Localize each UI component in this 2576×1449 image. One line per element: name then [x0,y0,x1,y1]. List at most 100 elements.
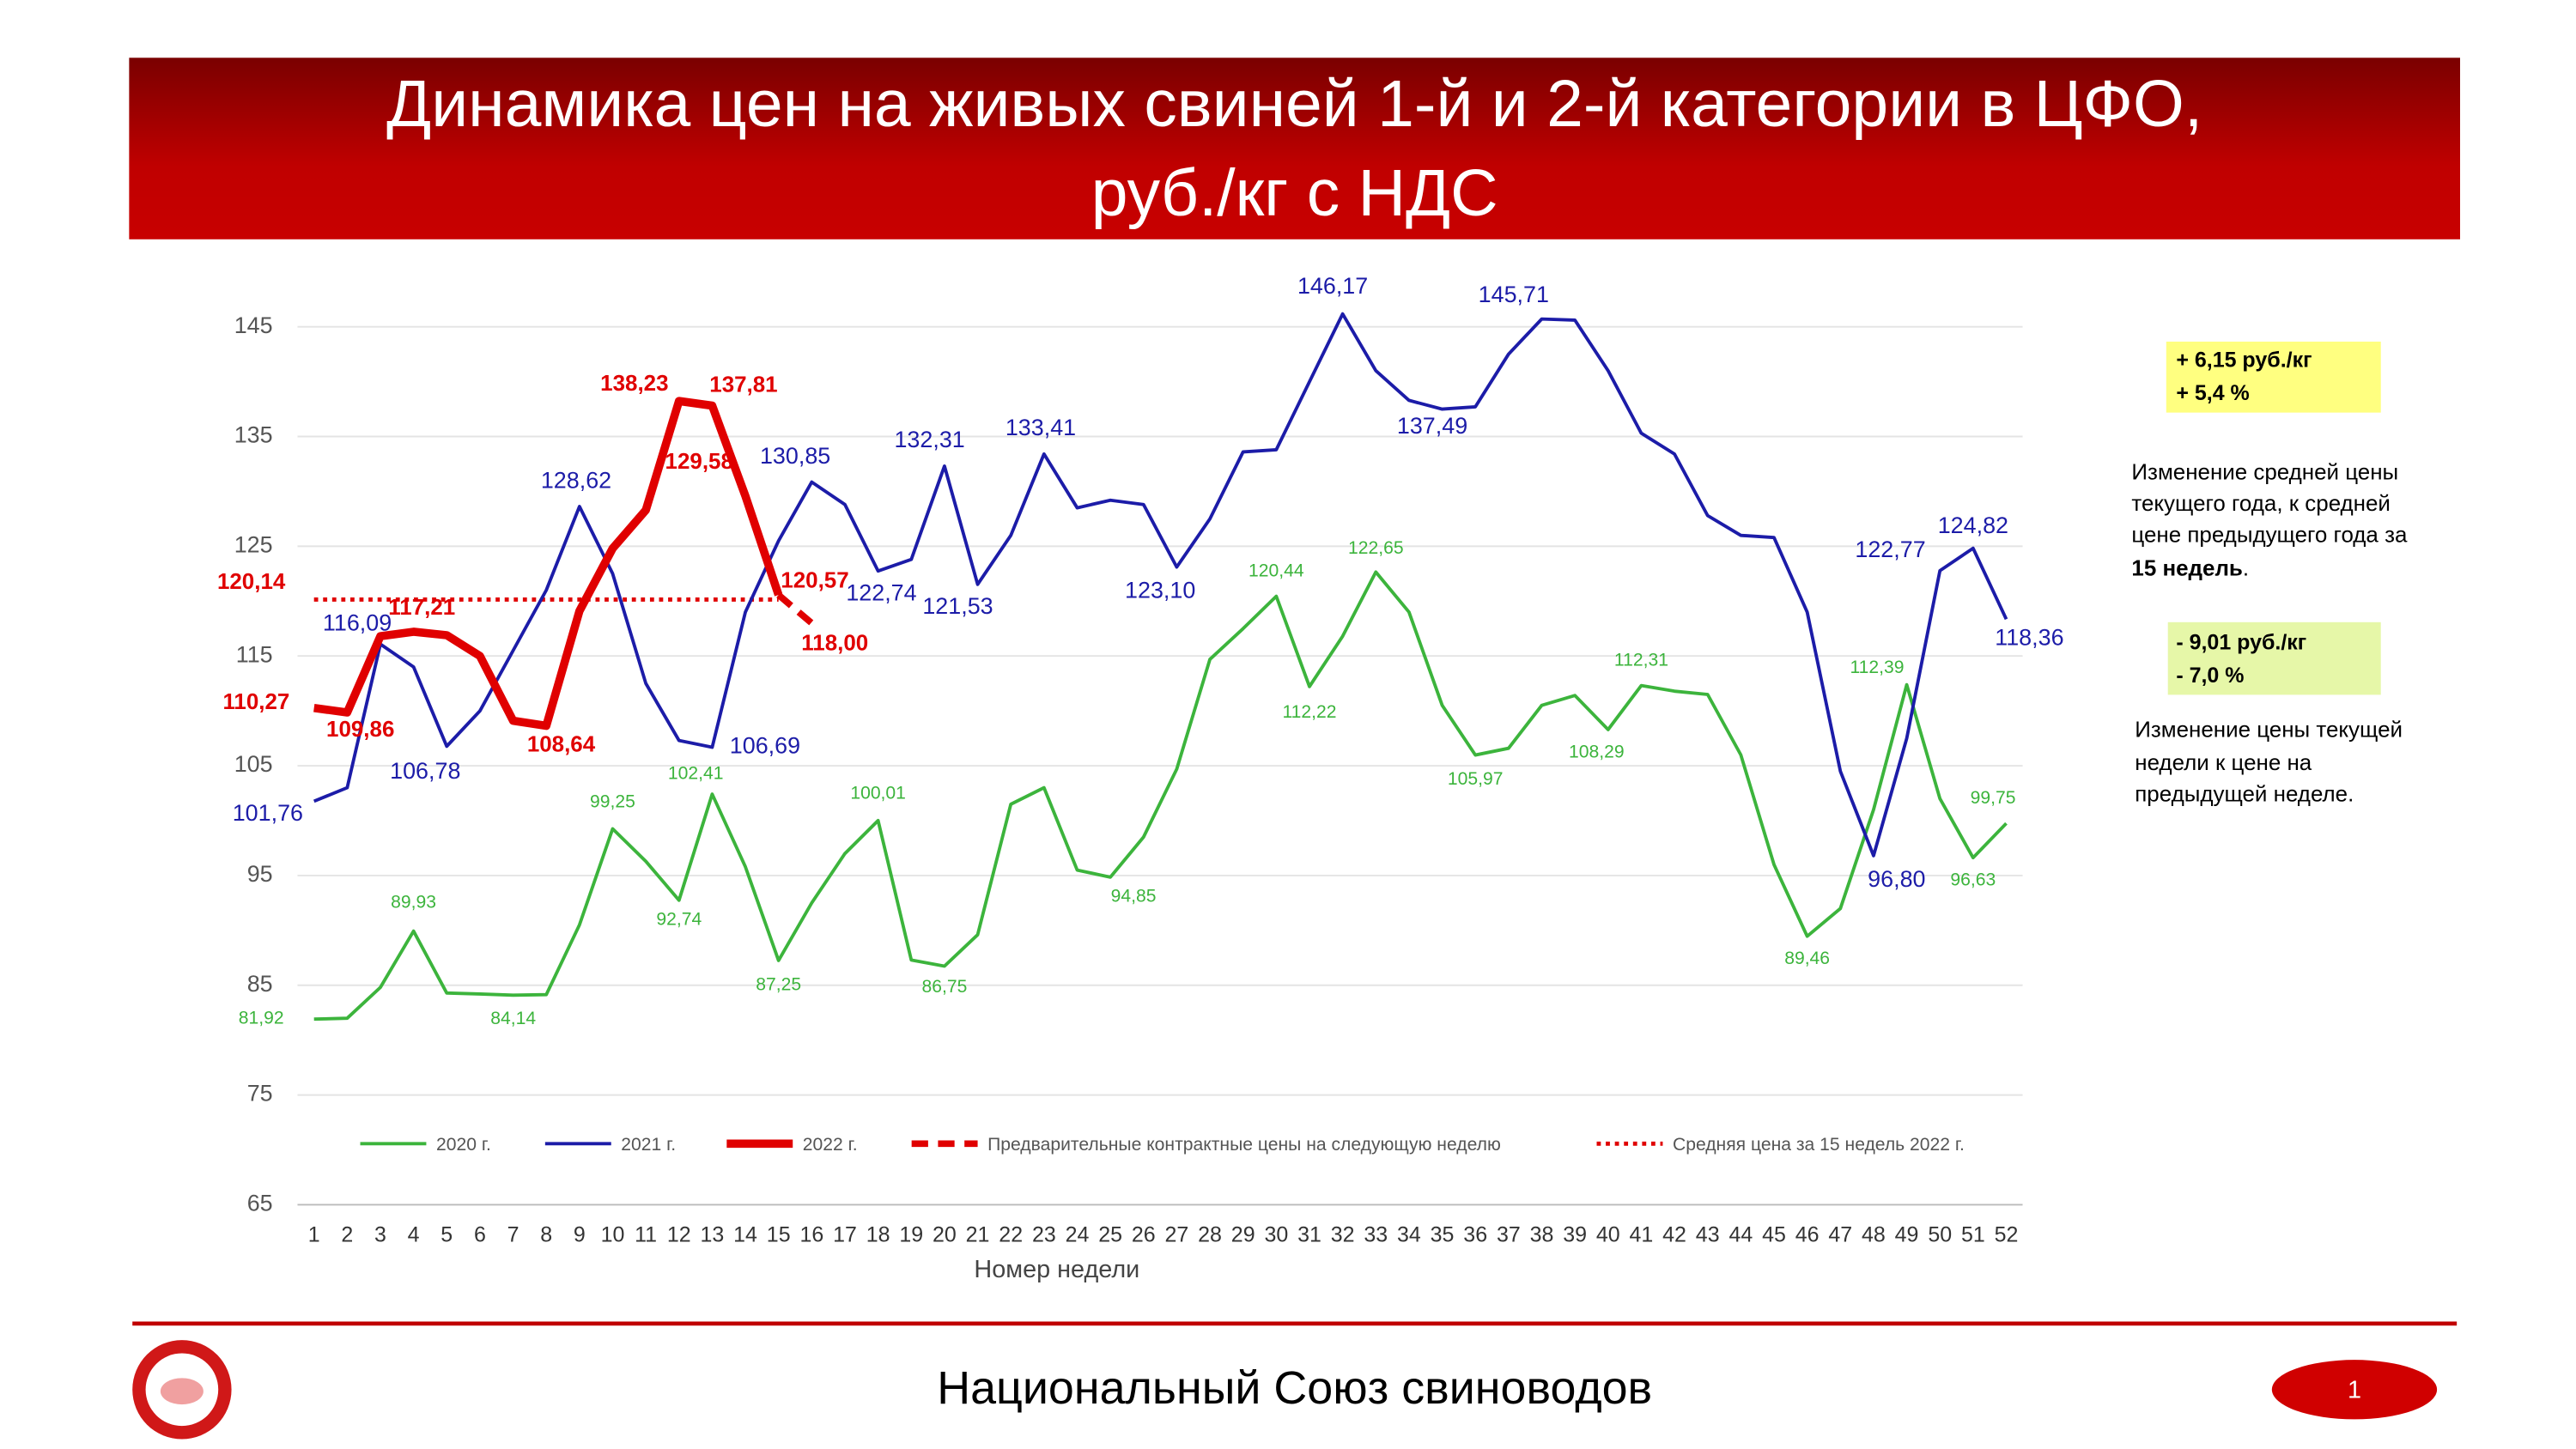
x-tick-label: 37 [1497,1223,1521,1247]
data-label: 116,09 [323,609,392,635]
x-tick-label: 36 [1463,1223,1487,1247]
note-text: предыдущей неделе. [2135,783,2354,807]
legend-label: 2022 г. [803,1135,858,1155]
legend-label: Средняя цена за 15 недель 2022 г. [1673,1135,1965,1155]
data-label: 137,49 [1397,413,1467,439]
x-tick-label: 50 [1928,1223,1952,1247]
x-tick-label: 21 [966,1223,990,1247]
x-tick-label: 42 [1662,1223,1686,1247]
data-label: 86,75 [921,977,967,997]
data-label: 133,41 [1005,415,1076,440]
note-text: - 7,0 % [2176,664,2244,688]
data-label: 94,85 [1111,886,1157,906]
data-label: 122,74 [846,579,916,605]
x-tick-label: 28 [1198,1223,1222,1247]
header-band [129,58,2461,239]
x-tick-label: 22 [999,1223,1023,1247]
series-line [313,312,2008,858]
data-label: 108,64 [527,732,596,756]
note-box [2167,621,2381,695]
data-label: 109,86 [326,718,394,742]
x-tick-label: 26 [1132,1223,1156,1247]
logo-pig [160,1378,204,1405]
x-tick-label: 52 [1995,1223,2019,1247]
x-tick-label: 33 [1364,1223,1388,1247]
y-tick-label: 95 [247,861,273,887]
x-tick-label: 16 [799,1223,823,1247]
data-label: 120,44 [1249,561,1304,580]
x-tick-label: 48 [1862,1223,1886,1247]
x-tick-label: 3 [374,1223,386,1247]
data-label: 92,74 [656,909,702,929]
data-label: 112,39 [1850,658,1904,677]
title: руб./кг с НДС [1091,156,1498,230]
data-label: 122,77 [1855,537,1925,562]
x-tick-label: 30 [1264,1223,1288,1247]
x-tick-label: 40 [1596,1223,1620,1247]
note-end: . [2243,556,2249,580]
x-tick-label: 25 [1098,1223,1122,1247]
data-label: 124,82 [1938,512,2008,538]
data-label: 129,58 [665,450,733,474]
x-tick-label: 45 [1762,1223,1786,1247]
note-text: цене предыдущего года за [2131,524,2408,548]
data-label: 84,14 [490,1009,536,1028]
data-label: 117,21 [388,596,455,620]
x-tick-label: 4 [408,1223,420,1247]
data-label: 128,62 [541,467,611,493]
x-tick-label: 17 [833,1223,857,1247]
y-tick-label: 85 [247,971,273,997]
x-tick-label: 49 [1895,1223,1919,1247]
data-label: 112,22 [1282,702,1336,722]
x-tick-label: 7 [507,1223,519,1247]
x-tick-label: 2 [341,1223,353,1247]
series-line [313,397,783,731]
y-tick-label: 65 [247,1191,273,1216]
x-tick-label: 19 [899,1223,923,1247]
y-tick-label: 75 [247,1081,273,1106]
data-label: 118,00 [801,632,868,656]
y-tick-label: 145 [234,312,273,338]
data-label: 81,92 [239,1009,284,1028]
data-label: 120,57 [781,568,848,592]
x-tick-label: 43 [1696,1223,1720,1247]
x-tick-label: 12 [667,1223,691,1247]
data-label: 112,31 [1614,650,1668,670]
x-tick-label: 32 [1331,1223,1355,1247]
x-tick-label: 9 [574,1223,586,1247]
x-tick-label: 29 [1231,1223,1255,1247]
note-text: - 9,01 руб./кг [2176,630,2306,654]
x-tick-label: 34 [1397,1223,1421,1247]
x-tick-label: 20 [933,1223,957,1247]
data-label: 102,41 [668,764,724,784]
data-label: 108,29 [1569,742,1625,761]
x-tick-label: 41 [1630,1223,1654,1247]
note-text: + 6,15 руб./кг [2176,349,2312,373]
data-label: 89,46 [1784,949,1830,968]
legend-label: Предварительные контрактные цены на след… [987,1135,1501,1155]
x-tick-label: 18 [866,1223,890,1247]
x-tick-label: 8 [540,1223,552,1247]
note-bold: 15 недель [2131,556,2242,580]
data-label: 145,71 [1479,282,1549,307]
y-tick-label: 135 [234,422,273,448]
x-tick-label: 23 [1032,1223,1056,1247]
note-text: + 5,4 % [2176,381,2249,405]
note-text: недели к цене на [2135,751,2312,775]
data-label: 137,81 [709,373,777,397]
data-label: 110,27 [222,690,289,714]
y-tick-label: 125 [234,531,273,557]
data-label: 121,53 [922,593,993,619]
x-tick-label: 51 [1961,1223,1985,1247]
data-label: 130,85 [760,443,830,469]
x-tick-label: 24 [1066,1223,1090,1247]
data-label: 99,75 [1971,788,2016,808]
data-label: 100,01 [850,784,906,803]
data-label: 120,14 [217,570,286,594]
x-tick-label: 6 [474,1223,486,1247]
data-label: 122,65 [1348,538,1404,558]
data-label: 105,97 [1448,769,1504,789]
x-tick-label: 14 [733,1223,757,1247]
